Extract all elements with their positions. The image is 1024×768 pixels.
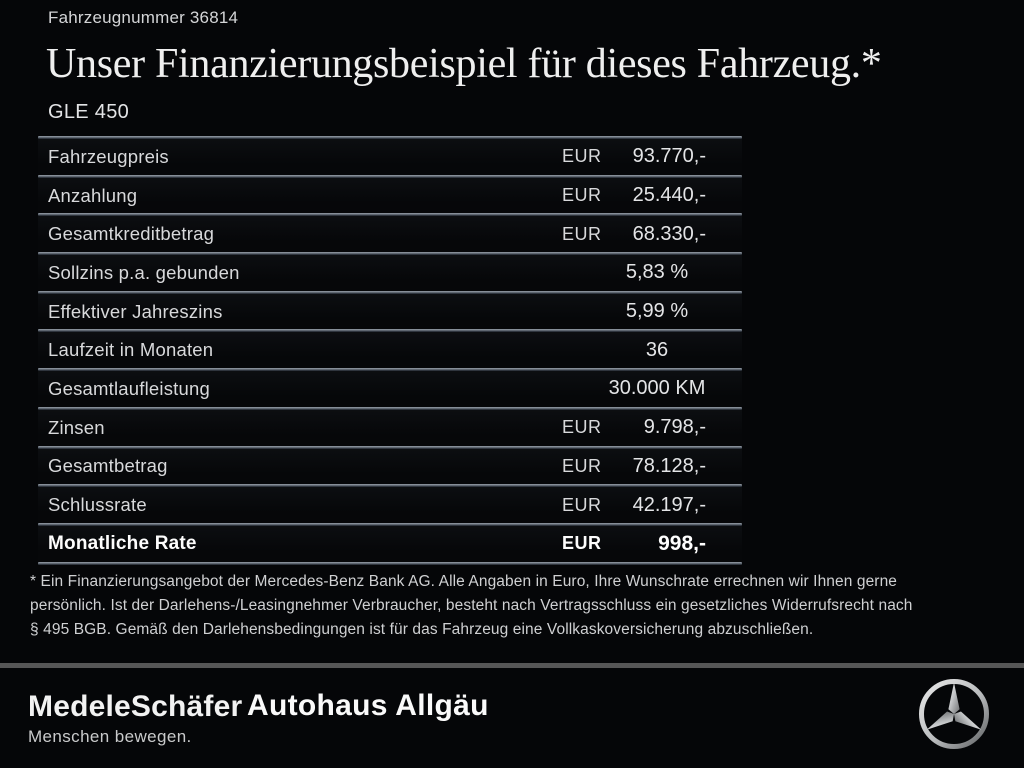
row-label: Fahrzeugpreis <box>48 145 169 167</box>
row-value-group: EUR 998,- <box>556 532 742 556</box>
row-currency: EUR <box>562 146 602 167</box>
row-label: Sollzins p.a. gebunden <box>48 261 240 283</box>
footnote: * Ein Finanzierungsangebot der Mercedes-… <box>30 570 960 642</box>
row-value: 9.798,- <box>643 416 706 439</box>
row-value: 30.000 KM <box>608 377 706 400</box>
row-currency: EUR <box>562 533 602 554</box>
row-value-group: EUR 93.770,- <box>556 145 742 168</box>
footnote-line: * Ein Finanzierungsangebot der Mercedes-… <box>30 573 898 590</box>
table-divider <box>38 329 742 333</box>
row-value-group: 5,83 % <box>556 261 742 284</box>
table-row: Zinsen EUR 9.798,- <box>38 409 742 446</box>
row-value-group: 36 <box>556 339 742 362</box>
table-divider <box>38 406 742 410</box>
row-value: 25.440,- <box>632 184 706 207</box>
vehicle-model: GLE 450 <box>48 101 130 123</box>
row-value-group: EUR 9.798,- <box>556 416 742 439</box>
table-divider <box>38 522 742 526</box>
footnote-line: § 495 BGB. Gemäß den Darlehensbedingunge… <box>30 621 814 638</box>
table-row: Gesamtbetrag EUR 78.128,- <box>38 448 742 485</box>
table-row: Gesamtlaufleistung 30.000 KM <box>38 371 742 407</box>
table-row: Effektiver Jahreszins 5,99 % <box>38 293 742 330</box>
table-row: Laufzeit in Monaten 36 <box>38 332 742 369</box>
row-value: 998,- <box>658 531 706 555</box>
table-row: Sollzins p.a. gebunden 5,83 % <box>38 255 742 291</box>
row-value: 5,99 % <box>625 300 689 323</box>
table-divider <box>38 174 742 178</box>
table-divider <box>38 290 742 294</box>
row-label: Zinsen <box>48 416 105 438</box>
row-value: 36 <box>645 338 669 361</box>
row-label: Schlussrate <box>48 494 147 516</box>
table-row: Monatliche Rate EUR 998,- <box>38 525 742 562</box>
row-label: Anzahlung <box>48 184 138 206</box>
row-value-group: EUR 42.197,- <box>556 494 742 517</box>
footer-divider <box>0 663 1024 668</box>
row-currency: EUR <box>562 494 602 515</box>
row-currency: EUR <box>562 223 602 244</box>
row-value-group: 30.000 KM <box>556 377 742 400</box>
table-row: Fahrzeugpreis EUR 93.770,- <box>38 139 742 175</box>
financing-table: Fahrzeugpreis EUR 93.770,- Anzahlung EUR 25.4… <box>38 136 742 565</box>
row-value-group: 5,99 % <box>556 300 742 323</box>
row-value: 42.197,- <box>632 493 706 516</box>
row-label: Laufzeit in Monaten <box>48 339 214 361</box>
row-label: Gesamtkreditbetrag <box>48 223 215 245</box>
row-value: 5,83 % <box>625 261 689 284</box>
table-divider <box>38 252 742 256</box>
row-value: 78.128,- <box>632 454 706 477</box>
table-row: Gesamtkreditbetrag EUR 68.330,- <box>38 216 742 253</box>
row-value: 93.770,- <box>632 145 706 168</box>
dealer-logo-autohaus-allgaeu: Autohaus Allgäu <box>247 689 489 722</box>
table-divider <box>38 561 742 565</box>
dealer-tagline: Menschen bewegen. <box>28 727 192 746</box>
row-label: Monatliche Rate <box>48 532 197 554</box>
vehicle-number: Fahrzeugnummer 36814 <box>48 8 239 27</box>
page-title: Unser Finanzierungsbeispiel für dieses F… <box>46 41 882 87</box>
row-currency: EUR <box>562 417 602 438</box>
row-label: Gesamtbetrag <box>48 455 168 477</box>
table-divider <box>38 136 742 139</box>
table-row: Anzahlung EUR 25.440,- <box>38 177 742 214</box>
table-divider <box>38 484 742 488</box>
dealer-logo-medeleschaefer: MedeleSchäfer <box>28 690 243 723</box>
row-label: Gesamtlaufleistung <box>48 377 210 399</box>
row-value: 68.330,- <box>632 222 706 245</box>
table-divider <box>38 368 742 372</box>
row-currency: EUR <box>562 185 602 206</box>
footnote-line: persönlich. Ist der Darlehens-/Leasingne… <box>30 597 913 614</box>
row-label: Effektiver Jahreszins <box>48 300 223 322</box>
row-value-group: EUR 78.128,- <box>556 455 742 478</box>
row-value-group: EUR 68.330,- <box>556 223 742 246</box>
table-row: Schlussrate EUR 42.197,- <box>38 487 742 523</box>
row-value-group: EUR 25.440,- <box>556 184 742 207</box>
table-divider <box>38 213 742 217</box>
row-currency: EUR <box>562 455 602 476</box>
table-divider <box>38 445 742 449</box>
mercedes-star-icon <box>919 679 989 749</box>
